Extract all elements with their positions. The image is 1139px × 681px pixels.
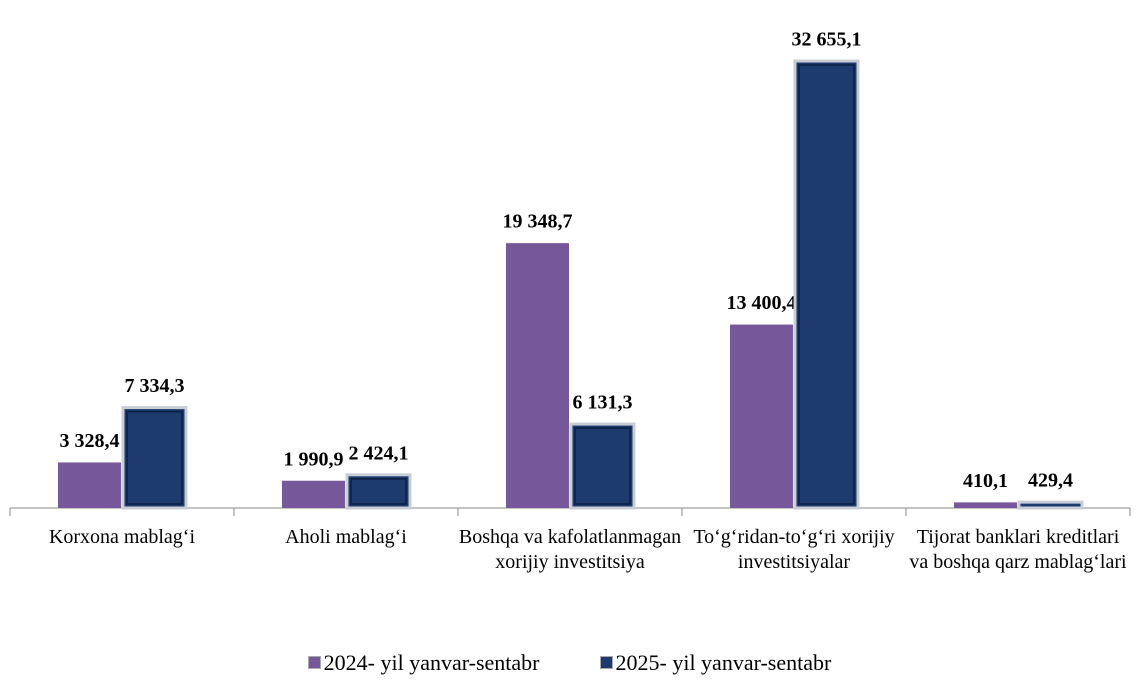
legend-item: 2025- yil yanvar-sentabr bbox=[599, 650, 832, 676]
x-tick-label: Aholi mablag‘i bbox=[285, 526, 407, 548]
plot: 3 328,4 7 334,3 1 990,9 2 424,1 19 348,7 6 13… bbox=[9, 29, 1131, 516]
x-tick-label: Tijorat banklari kreditlari va boshqa qa… bbox=[909, 526, 1127, 573]
bar-inner-edge bbox=[350, 478, 407, 505]
bar bbox=[58, 462, 121, 508]
bar-inner-edge bbox=[798, 64, 855, 505]
data-label: 32 655,1 bbox=[792, 29, 862, 51]
legend-label: 2025- yil yanvar-sentabr bbox=[615, 650, 832, 675]
x-tick-label: To‘g‘ridan-to‘g‘ri xorijiy investitsiyal… bbox=[693, 526, 895, 573]
data-label: 1 990,9 bbox=[284, 448, 344, 470]
legend-label: 2024- yil yanvar-sentabr bbox=[323, 650, 540, 675]
data-label: 429,4 bbox=[1028, 470, 1073, 492]
bar bbox=[730, 324, 793, 508]
bar bbox=[506, 243, 569, 508]
bar bbox=[1017, 500, 1084, 510]
bar bbox=[121, 406, 188, 510]
bar bbox=[282, 480, 345, 508]
x-tick-label: Boshqa va kafolatlanmagan xorijiy invest… bbox=[458, 526, 682, 573]
data-label: 7 334,3 bbox=[125, 375, 185, 397]
legend-swatch bbox=[599, 656, 613, 669]
legend-item: 2024- yil yanvar-sentabr bbox=[307, 650, 540, 676]
x-tick-label: Korxona mablag‘i bbox=[48, 526, 196, 548]
data-label: 13 400,4 bbox=[727, 292, 797, 314]
data-label: 2 424,1 bbox=[349, 442, 409, 464]
bar-inner-edge bbox=[126, 410, 183, 505]
legend: 2024- yil yanvar-sentabr 2025- yil yanvar… bbox=[0, 650, 1139, 676]
data-label: 410,1 bbox=[963, 470, 1008, 492]
bar bbox=[954, 502, 1017, 508]
bar-inner-edge bbox=[574, 427, 631, 505]
bar bbox=[345, 473, 412, 510]
bar bbox=[793, 59, 860, 510]
data-label: 3 328,4 bbox=[60, 430, 120, 452]
data-label: 19 348,7 bbox=[503, 211, 573, 233]
legend-swatch bbox=[307, 656, 321, 669]
data-label: 6 131,3 bbox=[573, 392, 633, 414]
bar bbox=[569, 422, 636, 510]
